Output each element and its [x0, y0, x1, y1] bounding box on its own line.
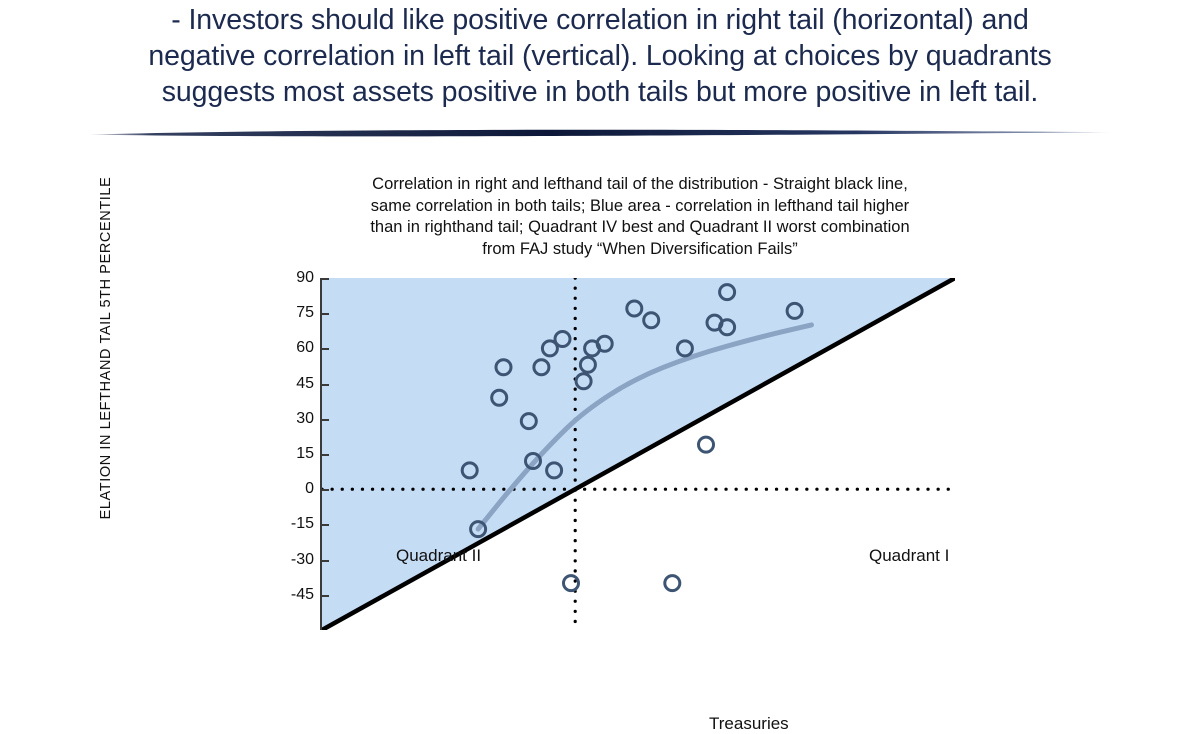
y-axis-tick--45: -45 [290, 585, 314, 603]
y-axis-tickmark--45 [320, 594, 329, 597]
scatter-point [490, 388, 509, 407]
chart-title: Correlation in right and lefthand tail o… [300, 174, 980, 260]
y-axis-tickmark--30 [320, 559, 329, 562]
y-axis-tickmark-15 [320, 454, 329, 456]
header-divider [88, 126, 1112, 142]
chart-title-line-3: than in righthand tail; Quadrant IV best… [370, 218, 910, 236]
chart: Correlation in right and lefthand tail o… [0, 160, 1200, 733]
y-axis-tick-15: 15 [296, 445, 314, 462]
scatter-point [642, 311, 661, 330]
scatter-point [785, 301, 804, 320]
scatter-point [625, 299, 644, 318]
y-axis-title: ELATION IN LEFTHAND TAIL 5TH PERCENTILE [98, 176, 114, 520]
y-axis-tick-90: 90 [296, 269, 314, 286]
scatter-point [574, 372, 593, 391]
scatter-point [469, 520, 488, 539]
header-line-3: suggests most assets positive in both ta… [161, 76, 1039, 108]
y-axis-tickmark--15 [320, 524, 329, 527]
scatter-point [578, 355, 597, 374]
chart-title-line-4: from FAJ study “When Diversification Fai… [482, 239, 798, 258]
slide-header: - Investors should like positive correla… [0, 0, 1200, 110]
annotation-treasuries: Treasuries [709, 714, 789, 733]
y-axis-tick-30: 30 [296, 409, 314, 427]
scatter-point [718, 318, 737, 337]
chart-title-line-1: Correlation in right and lefthand tail o… [372, 175, 908, 193]
y-axis-tick-45: 45 [296, 374, 314, 392]
scatter-point [553, 330, 572, 348]
y-axis-tickmark-75 [320, 313, 329, 316]
chart-title-line-2: same correlation in both tails; Blue are… [370, 196, 910, 215]
scatter-point [460, 461, 479, 480]
scatter-point [663, 574, 682, 593]
scatter-point [519, 412, 538, 431]
scatter-point [532, 358, 551, 377]
y-axis-tickmark-90 [320, 278, 329, 280]
y-axis-tick-60: 60 [296, 339, 314, 357]
y-axis-tickmark-60 [320, 348, 329, 351]
scatter-point [718, 283, 737, 302]
scatter-point [540, 339, 559, 358]
header-line-2: negative correlation in left tail (verti… [148, 40, 1052, 72]
y-axis-tickmark-0 [320, 489, 329, 492]
y-axis-tick--15: -15 [290, 515, 314, 533]
annotation-quadrant-i: Quadrant I [869, 546, 950, 565]
trend-line [475, 322, 814, 532]
scatter-point [562, 574, 580, 593]
y-axis-tickmark-45 [320, 383, 329, 386]
scatter-point [524, 452, 542, 470]
annotation-quadrant-ii: Quadrant II [396, 546, 482, 565]
identity-line [322, 278, 955, 630]
y-axis-tick-labels: 90 75 60 45 30 15 0 -15 -30 -45 [256, 160, 314, 630]
scatter-point [697, 435, 715, 454]
plot-area [322, 278, 955, 630]
y-axis-tickmark-30 [320, 418, 329, 421]
y-axis-tick--30: -30 [290, 550, 314, 568]
header-line-1: - Investors should like positive correla… [171, 4, 1029, 36]
y-axis-tick-0: 0 [305, 480, 314, 498]
scatter-point [545, 461, 564, 480]
scatter-point [494, 358, 513, 377]
scatter-point [595, 334, 614, 353]
y-axis-tick-75: 75 [296, 304, 314, 322]
scatter-point [675, 339, 694, 358]
